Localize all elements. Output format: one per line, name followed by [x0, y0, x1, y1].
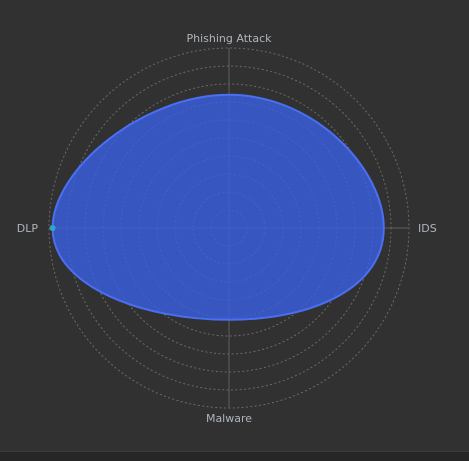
axis-label-malware: Malware: [206, 412, 252, 425]
axis-label-dlp: DLP: [17, 222, 39, 235]
bottom-border-strip: [0, 451, 469, 461]
radar-axis-labels: Phishing Attack IDS Malware DLP: [17, 32, 437, 425]
radar-series: [51, 93, 385, 321]
radar-markers: [49, 225, 56, 231]
axis-label-ids: IDS: [418, 222, 437, 235]
data-point-dlp: [49, 225, 56, 231]
series-area: [51, 93, 385, 321]
axis-label-phishing-attack: Phishing Attack: [187, 32, 273, 45]
